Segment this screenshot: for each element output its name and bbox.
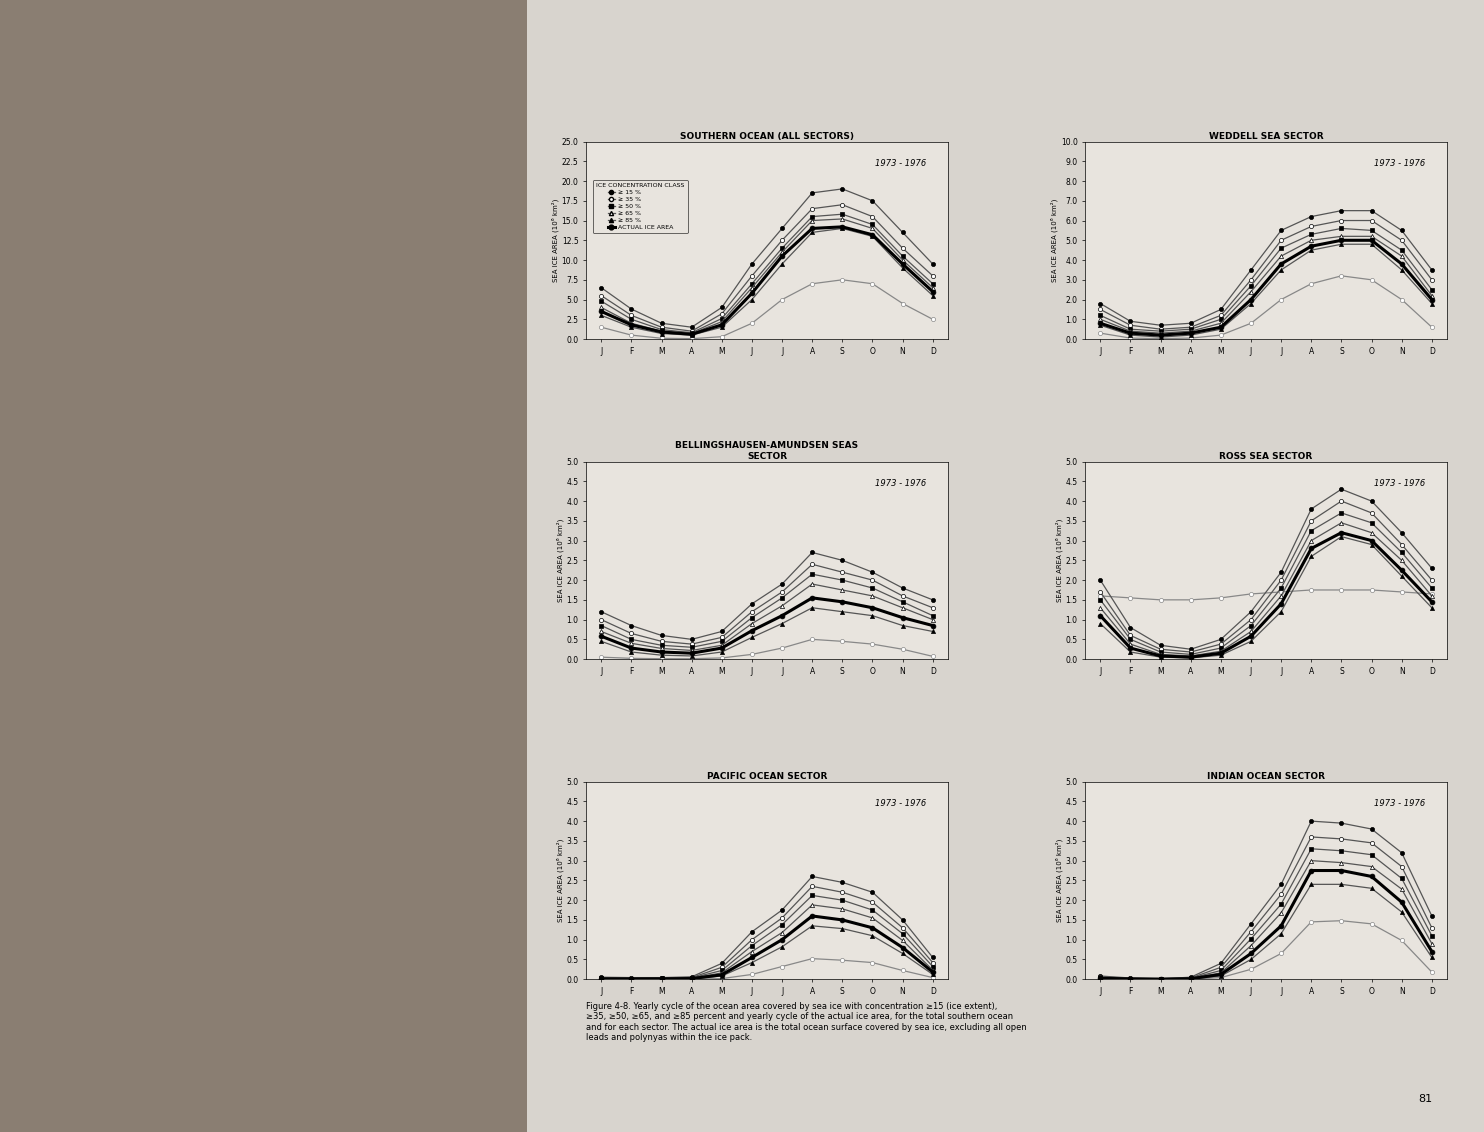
Text: 1973 - 1976: 1973 - 1976	[1374, 479, 1425, 488]
Title: PACIFIC OCEAN SECTOR: PACIFIC OCEAN SECTOR	[706, 772, 827, 781]
Y-axis label: SEA ICE AREA (10⁶ km²): SEA ICE AREA (10⁶ km²)	[1055, 839, 1063, 923]
Text: Figure 4-8. Yearly cycle of the ocean area covered by sea ice with concentration: Figure 4-8. Yearly cycle of the ocean ar…	[586, 1002, 1027, 1043]
Y-axis label: SEA ICE AREA (10⁶ km²): SEA ICE AREA (10⁶ km²)	[1051, 198, 1058, 282]
Text: 1973 - 1976: 1973 - 1976	[876, 479, 926, 488]
Y-axis label: SEA ICE AREA (10⁶ km²): SEA ICE AREA (10⁶ km²)	[1055, 518, 1063, 602]
Text: 1973 - 1976: 1973 - 1976	[1374, 799, 1425, 808]
Y-axis label: SEA ICE AREA (10⁶ km²): SEA ICE AREA (10⁶ km²)	[556, 518, 564, 602]
Title: ROSS SEA SECTOR: ROSS SEA SECTOR	[1220, 452, 1313, 461]
Title: BELLINGSHAUSEN-AMUNDSEN SEAS
SECTOR: BELLINGSHAUSEN-AMUNDSEN SEAS SECTOR	[675, 441, 859, 461]
Title: SOUTHERN OCEAN (ALL SECTORS): SOUTHERN OCEAN (ALL SECTORS)	[680, 131, 853, 140]
Title: WEDDELL SEA SECTOR: WEDDELL SEA SECTOR	[1209, 131, 1324, 140]
Legend: ≥ 15 %, ≥ 35 %, ≥ 50 %, ≥ 65 %, ≥ 85 %, ACTUAL ICE AREA: ≥ 15 %, ≥ 35 %, ≥ 50 %, ≥ 65 %, ≥ 85 %, …	[594, 180, 687, 233]
Text: 1973 - 1976: 1973 - 1976	[876, 799, 926, 808]
Y-axis label: SEA ICE AREA (10⁶ km²): SEA ICE AREA (10⁶ km²)	[556, 839, 564, 923]
Text: 81: 81	[1417, 1094, 1432, 1104]
Title: INDIAN OCEAN SECTOR: INDIAN OCEAN SECTOR	[1206, 772, 1325, 781]
Text: 1973 - 1976: 1973 - 1976	[1374, 160, 1425, 169]
Text: 1973 - 1976: 1973 - 1976	[876, 160, 926, 169]
Y-axis label: SEA ICE AREA (10⁶ km²): SEA ICE AREA (10⁶ km²)	[552, 198, 559, 282]
